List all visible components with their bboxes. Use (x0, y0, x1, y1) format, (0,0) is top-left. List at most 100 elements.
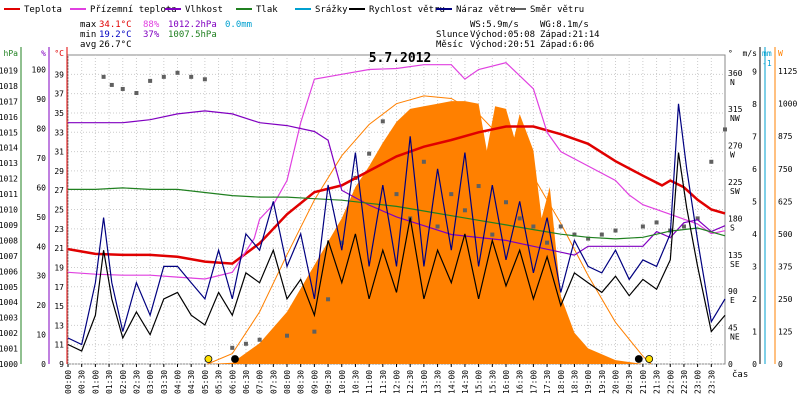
temperature-tick-label: 23 (54, 225, 64, 234)
humidity-tick-label: 100 (32, 66, 47, 75)
x-tick-label: 23:30 (707, 370, 716, 394)
wind-direction-point (101, 74, 106, 79)
wind-direction-point (109, 82, 114, 87)
wind-tick-label: 2 (752, 295, 757, 304)
temperature-tick-label: 37 (54, 90, 64, 99)
direction-tick-compass: N (730, 78, 735, 87)
temperature-tick-label: 9 (59, 360, 64, 369)
wind-tick-label: 6 (752, 165, 757, 174)
temperature-tick-label: 31 (54, 148, 64, 157)
stats-panel: max 34.1°C 88% 1012.2hPa 0.0mm min 19.2°… (80, 20, 600, 50)
x-tick-label: 16:30 (516, 370, 525, 394)
moon-label: Měsíc (436, 40, 463, 50)
x-tick-label: 00:30 (78, 370, 87, 394)
x-axis-label: čas (732, 369, 748, 380)
humidity-tick-label: 90 (36, 95, 46, 104)
solar-tick-label: 250 (778, 295, 793, 304)
temperature-tick-label: 21 (54, 244, 64, 253)
x-tick-label: 13:00 (420, 370, 429, 394)
plot-area (67, 62, 727, 365)
x-tick-label: 22:30 (680, 370, 689, 394)
x-tick-label: 20:00 (612, 370, 621, 394)
temperature-tick-label: 29 (54, 167, 64, 176)
x-tick-label: 12:00 (393, 370, 402, 394)
x-tick-label: 10:00 (338, 370, 347, 394)
stats-min-hum: 37% (143, 30, 160, 40)
x-tick-label: 03:30 (160, 370, 169, 394)
x-tick-label: 18:30 (570, 370, 579, 394)
wind-direction-point (243, 341, 248, 346)
moon-set-marker (231, 355, 239, 363)
sun-rise: Východ:05:08 (470, 30, 535, 40)
x-tick-label: 15:30 (488, 370, 497, 394)
x-tick-label: 21:30 (653, 370, 662, 394)
wind-direction-point (613, 228, 618, 233)
moon-rise-marker (634, 355, 643, 363)
x-tick-label: 12:30 (406, 370, 415, 394)
series-line-temperature (67, 125, 726, 265)
solar-tick-label: 1125 (778, 67, 797, 76)
wind-direction-point (449, 192, 454, 197)
direction-tick-label: 90 (728, 287, 738, 296)
rain-tick-label: -1 (762, 59, 772, 68)
x-tick-label: 15:00 (475, 370, 484, 394)
wind-direction-point (572, 232, 577, 237)
pressure-axis-unit: hPa (4, 49, 19, 58)
solar-tick-label: 875 (778, 132, 793, 141)
direction-axis-unit: ° (728, 49, 733, 58)
wind-direction-point (148, 78, 153, 83)
moon-set: Západ:6:06 (540, 40, 594, 50)
solar-tick-label: 125 (778, 327, 793, 336)
x-tick-label: 22:00 (666, 370, 675, 394)
wind-direction-point (134, 91, 139, 96)
x-tick-label: 14:30 (461, 370, 470, 394)
wind-tick-label: 1 (752, 327, 757, 336)
legend-label: Směr větru (530, 5, 584, 15)
pressure-tick-label: 1009 (0, 221, 18, 230)
solar-tick-label: 375 (778, 262, 793, 271)
pressure-tick-label: 1007 (0, 252, 18, 261)
legend-label: Náraz větru (456, 5, 516, 15)
x-tick-label: 05:00 (201, 370, 210, 394)
x-tick-label: 20:30 (625, 370, 634, 394)
x-tick-label: 07:30 (269, 370, 278, 394)
pressure-tick-label: 1016 (0, 113, 18, 122)
direction-tick-label: 315 (728, 105, 743, 114)
wind-tick-label: 3 (752, 262, 757, 271)
x-tick-label: 06:00 (228, 370, 237, 394)
x-tick-label: 02:00 (119, 370, 128, 394)
stats-min-press: 1007.5hPa (168, 30, 217, 40)
stats-max-rain: 0.0mm (225, 20, 252, 30)
legend-label: Tlak (256, 5, 278, 15)
wind-direction-point (723, 127, 727, 132)
pressure-tick-label: 1011 (0, 190, 18, 199)
wind-direction-point (257, 337, 262, 342)
legend-label: Srážky (315, 5, 348, 15)
legend-label: Přízemní teplota (90, 5, 177, 15)
pressure-tick-label: 1018 (0, 82, 18, 91)
direction-tick-compass: NW (730, 114, 740, 123)
x-tick-label: 01:30 (105, 370, 114, 394)
pressure-tick-label: 1002 (0, 329, 18, 338)
stats-max-label: max (80, 20, 97, 30)
wind-direction-point (640, 224, 645, 229)
wind-direction-point (120, 86, 125, 91)
stats-min-label: min (80, 30, 96, 40)
temperature-tick-label: 27 (54, 186, 64, 195)
temperature-tick-label: 35 (54, 109, 64, 118)
direction-tick-compass: E (730, 296, 735, 305)
x-tick-label: 13:30 (434, 370, 443, 394)
wind-direction-point (202, 77, 207, 82)
series-line-humidity (68, 110, 726, 256)
x-tick-label: 14:00 (447, 370, 456, 394)
x-tick-label: 19:30 (598, 370, 607, 394)
solar-tick-label: 1000 (778, 100, 797, 109)
temperature-tick-label: 11 (54, 341, 64, 350)
legend: Teplota Přízemní teplota Vlhkost Tlak Srážky… (4, 5, 584, 15)
wind-direction-point (476, 184, 481, 189)
pressure-tick-label: 1010 (0, 206, 18, 215)
wind-direction-point (517, 216, 522, 221)
wind-direction-point (175, 70, 180, 75)
humidity-tick-label: 40 (36, 242, 46, 251)
